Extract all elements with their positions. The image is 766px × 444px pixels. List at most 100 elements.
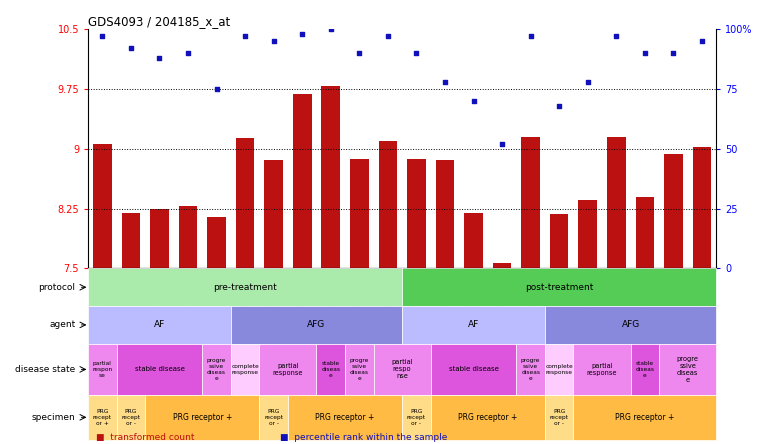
Bar bbox=[664, 154, 683, 269]
Text: PRG
recept
or -: PRG recept or - bbox=[122, 409, 140, 426]
Bar bbox=[288, 395, 402, 440]
Bar bbox=[236, 138, 254, 269]
Bar bbox=[116, 395, 146, 440]
Text: PRG
recept
or -: PRG recept or - bbox=[264, 409, 283, 426]
Text: stable disease: stable disease bbox=[135, 366, 185, 373]
Bar bbox=[146, 395, 260, 440]
Point bbox=[525, 32, 537, 40]
Text: pre-treatment: pre-treatment bbox=[213, 283, 277, 292]
Bar bbox=[574, 395, 716, 440]
Bar bbox=[350, 159, 368, 269]
Text: PRG receptor +: PRG receptor + bbox=[172, 413, 232, 422]
Bar bbox=[88, 344, 116, 395]
Bar bbox=[430, 395, 545, 440]
Text: AF: AF bbox=[154, 321, 165, 329]
Point bbox=[239, 32, 251, 40]
Text: specimen: specimen bbox=[31, 413, 76, 422]
Text: AFG: AFG bbox=[307, 321, 326, 329]
Bar bbox=[408, 159, 426, 269]
Point bbox=[467, 97, 480, 104]
Point bbox=[496, 140, 508, 147]
Bar bbox=[402, 395, 430, 440]
Bar bbox=[150, 209, 169, 269]
Text: agent: agent bbox=[49, 321, 76, 329]
Bar bbox=[260, 395, 288, 440]
Point bbox=[296, 30, 309, 37]
Point bbox=[211, 85, 223, 92]
Bar bbox=[260, 344, 316, 395]
Text: partial
respo
nse: partial respo nse bbox=[391, 359, 413, 380]
Text: progre
ssive
diseas
e: progre ssive diseas e bbox=[207, 358, 226, 381]
Bar bbox=[630, 344, 659, 395]
Text: progre
ssive
diseas
e: progre ssive diseas e bbox=[676, 356, 699, 383]
Bar bbox=[574, 344, 630, 395]
Point bbox=[667, 49, 679, 56]
Point bbox=[125, 44, 137, 52]
Point bbox=[182, 49, 194, 56]
Bar bbox=[93, 144, 112, 269]
Bar bbox=[545, 344, 574, 395]
Text: GDS4093 / 204185_x_at: GDS4093 / 204185_x_at bbox=[88, 15, 231, 28]
Text: stable disease: stable disease bbox=[449, 366, 499, 373]
Text: partial
respon
se: partial respon se bbox=[92, 361, 113, 378]
Text: post-treatment: post-treatment bbox=[525, 283, 594, 292]
Point bbox=[553, 102, 565, 109]
Text: PRG receptor +: PRG receptor + bbox=[316, 413, 375, 422]
Bar bbox=[659, 344, 716, 395]
Point bbox=[153, 54, 165, 61]
Bar bbox=[88, 395, 116, 440]
Text: PRG
recept
or -: PRG recept or - bbox=[550, 409, 568, 426]
Bar bbox=[522, 137, 540, 269]
Point bbox=[325, 25, 337, 32]
Bar bbox=[231, 344, 260, 395]
Bar bbox=[88, 269, 402, 306]
Text: progre
ssive
diseas
e: progre ssive diseas e bbox=[349, 358, 369, 381]
Text: progre
ssive
diseas
e: progre ssive diseas e bbox=[521, 358, 540, 381]
Text: complete
response: complete response bbox=[545, 364, 573, 375]
Point bbox=[581, 78, 594, 85]
Text: PRG receptor +: PRG receptor + bbox=[615, 413, 675, 422]
Bar bbox=[578, 200, 597, 269]
Point bbox=[696, 37, 708, 44]
Bar bbox=[322, 86, 340, 269]
Text: partial
response: partial response bbox=[273, 363, 303, 376]
Bar bbox=[208, 217, 226, 269]
Text: stable
diseas
e: stable diseas e bbox=[635, 361, 654, 378]
Text: AFG: AFG bbox=[621, 321, 640, 329]
Point bbox=[439, 78, 451, 85]
Text: AF: AF bbox=[468, 321, 480, 329]
Bar bbox=[293, 94, 312, 269]
Bar bbox=[493, 263, 512, 269]
Text: ■  percentile rank within the sample: ■ percentile rank within the sample bbox=[280, 433, 447, 442]
Text: PRG
recept
or -: PRG recept or - bbox=[407, 409, 426, 426]
Point bbox=[411, 49, 423, 56]
Bar bbox=[436, 160, 454, 269]
Bar bbox=[402, 306, 545, 344]
Bar bbox=[402, 269, 716, 306]
Point bbox=[353, 49, 365, 56]
Text: disease state: disease state bbox=[15, 365, 76, 374]
Bar bbox=[345, 344, 374, 395]
Point bbox=[639, 49, 651, 56]
Bar bbox=[122, 213, 140, 269]
Bar bbox=[636, 197, 654, 269]
Bar bbox=[516, 344, 545, 395]
Bar bbox=[202, 344, 231, 395]
Text: partial
response: partial response bbox=[587, 363, 617, 376]
Point bbox=[267, 37, 280, 44]
Bar bbox=[545, 306, 716, 344]
Bar bbox=[178, 206, 198, 269]
Bar bbox=[545, 395, 574, 440]
Bar bbox=[88, 306, 231, 344]
Bar bbox=[378, 141, 397, 269]
Text: stable
diseas
e: stable diseas e bbox=[321, 361, 340, 378]
Bar bbox=[430, 344, 516, 395]
Bar bbox=[316, 344, 345, 395]
Point bbox=[381, 32, 394, 40]
Bar bbox=[231, 306, 402, 344]
Bar bbox=[692, 147, 711, 269]
Bar bbox=[116, 344, 202, 395]
Text: ■  transformed count: ■ transformed count bbox=[96, 433, 195, 442]
Bar bbox=[464, 213, 483, 269]
Bar bbox=[264, 160, 283, 269]
